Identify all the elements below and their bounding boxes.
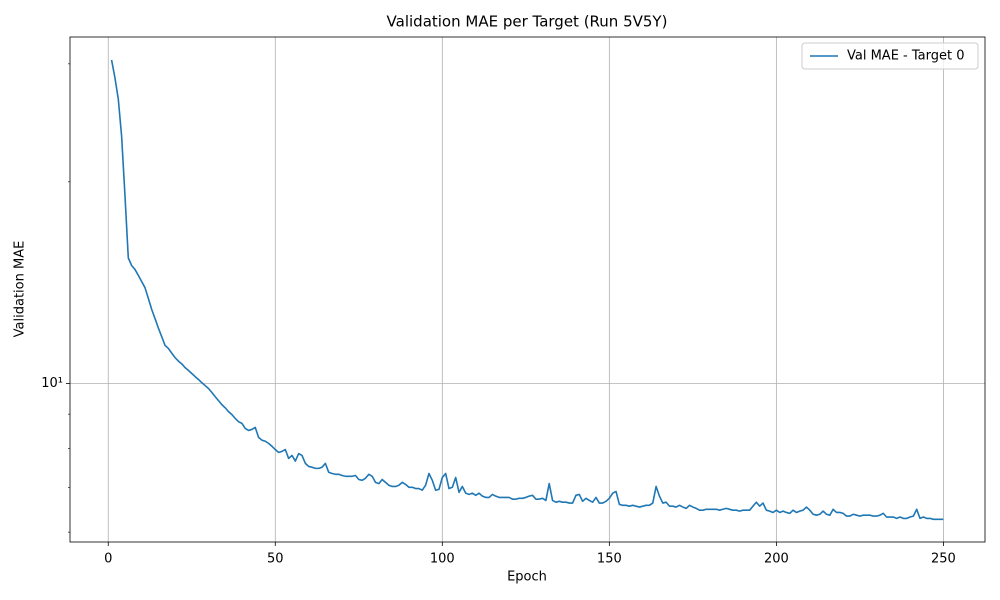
x-tick-label: 150 [597,552,622,567]
legend-label: Val MAE - Target 0 [847,49,965,64]
plot-frame [69,36,986,543]
x-tick-label: 200 [764,552,789,567]
x-tick-label: 250 [931,552,956,567]
x-axis-label: Epoch [507,570,547,585]
data-line [110,59,944,521]
y-tick-label: 10¹ [41,376,63,391]
legend-box [801,42,979,70]
x-tick-label: 0 [104,552,112,567]
y-axis-label: Validation MAE [13,241,28,338]
x-tick-label: 100 [430,552,455,567]
chart-title: Validation MAE per Target (Run 5V5Y) [387,13,668,31]
x-tick-label: 50 [267,552,284,567]
